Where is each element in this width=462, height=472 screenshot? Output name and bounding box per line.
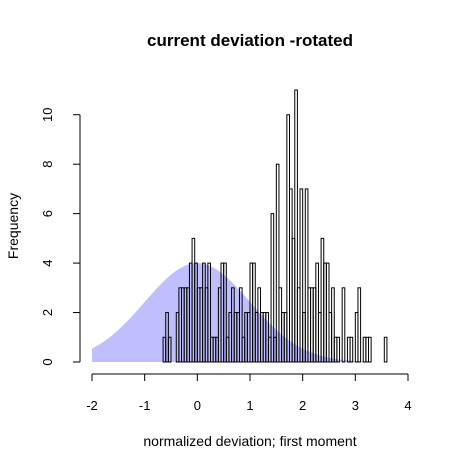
histogram-bar [383, 336, 388, 363]
x-tick-label: 2 [299, 398, 306, 413]
x-tick-label: -2 [86, 398, 98, 413]
histogram-bar [368, 336, 372, 363]
histogram-bars [162, 89, 388, 363]
histogram-bar [299, 188, 304, 363]
histogram-bar [341, 287, 346, 363]
x-tick-label: 1 [246, 398, 253, 413]
y-axis: 0 2 4 6 8 10 [40, 107, 81, 366]
x-axis: -2 -1 0 1 2 3 4 [86, 373, 412, 413]
x-tick-label: -1 [139, 398, 151, 413]
histogram-bar [331, 287, 335, 363]
histogram-bar [357, 287, 362, 363]
histogram-bar [304, 188, 309, 363]
x-axis-label: normalized deviation; first moment [143, 433, 356, 449]
x-tick-label: 3 [352, 398, 359, 413]
histogram-bar [270, 213, 275, 363]
histogram-bar [207, 262, 211, 363]
y-tick-label: 2 [40, 309, 55, 316]
chart-title: current deviation -rotated [147, 31, 353, 50]
histogram-bar [294, 89, 298, 363]
y-tick-label: 0 [40, 358, 55, 365]
histogram-bar [336, 336, 341, 363]
x-tick-label: 0 [194, 398, 201, 413]
y-axis-label: Frequency [5, 193, 21, 259]
y-tick-label: 4 [40, 259, 55, 266]
histogram-bar [275, 163, 280, 363]
histogram-bar [349, 336, 354, 363]
y-tick-label: 6 [40, 210, 55, 217]
y-tick-label: 10 [40, 107, 55, 121]
histogram-bar [167, 336, 172, 363]
histogram-bar [238, 287, 243, 363]
histogram-bar [223, 262, 227, 363]
y-tick-label: 8 [40, 161, 55, 168]
x-tick-label: 4 [404, 398, 411, 413]
